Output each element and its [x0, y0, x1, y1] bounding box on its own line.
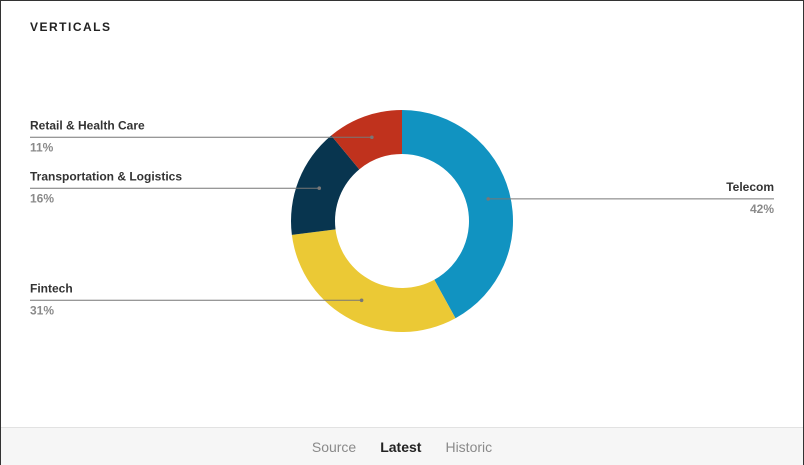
slice-label: Retail & Health Care [30, 118, 145, 132]
leader-dot [359, 298, 364, 303]
tab[interactable]: Historic [445, 438, 493, 455]
tab[interactable]: Latest [380, 438, 422, 455]
slice-label: Telecom [726, 180, 774, 194]
tab-bar: Source Latest Historic [1, 427, 803, 465]
leader-dot [317, 186, 322, 191]
donut-slice [291, 229, 456, 333]
chart: VERTICALS Telecom 42% Fintech 31% Transporta… [30, 20, 774, 333]
tab[interactable]: Source [311, 438, 357, 455]
donut-slice [331, 110, 402, 170]
chart-title: VERTICALS [30, 20, 112, 34]
slice-value: 11% [30, 140, 54, 154]
slice-value: 31% [30, 303, 54, 317]
slice-value: 42% [750, 202, 774, 216]
leader-dot [370, 135, 374, 140]
leader-dot [486, 197, 491, 201]
slice-label: Fintech [30, 281, 73, 295]
slice-label: Transportation & Logistics [30, 169, 182, 183]
donut-slice [291, 135, 360, 235]
slice-value: 16% [30, 191, 54, 205]
donut-slice [402, 110, 513, 319]
